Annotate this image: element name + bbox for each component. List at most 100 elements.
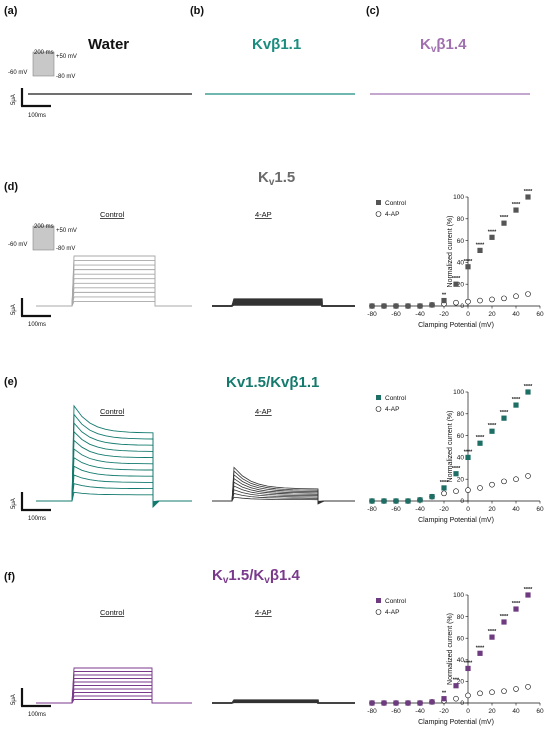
voltage-step-box bbox=[32, 225, 55, 251]
protocol-step: +50 mV bbox=[56, 228, 77, 234]
traces-kv15-4ap bbox=[212, 298, 355, 307]
data-point-control bbox=[369, 303, 375, 309]
data-point-control bbox=[489, 634, 495, 640]
significance-stars: **** bbox=[524, 587, 533, 593]
significance-stars: **** bbox=[488, 629, 497, 635]
y-tick-label: 20 bbox=[457, 679, 465, 686]
label-control-d: Control bbox=[100, 210, 125, 219]
title-kvb14: Kvβ1.4 bbox=[420, 36, 467, 55]
y-tick-label: 20 bbox=[457, 476, 465, 483]
data-point-control bbox=[429, 494, 435, 500]
data-point-4ap bbox=[489, 689, 495, 696]
panel-label-e: (e) bbox=[4, 376, 18, 388]
legend-label-control: Control bbox=[385, 395, 407, 402]
title-water: Water bbox=[88, 36, 129, 53]
data-point-control bbox=[393, 498, 399, 504]
significance-stars: **** bbox=[500, 215, 509, 221]
scale-bar-d: 5μA 100ms bbox=[11, 298, 51, 328]
current-trace bbox=[36, 282, 192, 307]
data-point-control bbox=[453, 281, 459, 287]
scale-time-d: 100ms bbox=[28, 322, 46, 328]
significance-stars: **** bbox=[512, 202, 521, 208]
scale-current-f: 5μA bbox=[11, 694, 17, 705]
data-point-control bbox=[369, 498, 375, 504]
title-kv15-kvb11: Kv1.5/Kvβ1.1 bbox=[226, 374, 319, 391]
legend-label-control: Control bbox=[385, 598, 407, 605]
significance-stars: **** bbox=[464, 449, 473, 455]
legend-marker-4ap bbox=[375, 406, 382, 412]
legend-label-4ap: 4-AP bbox=[385, 609, 399, 616]
x-tick-label: -60 bbox=[391, 506, 401, 513]
panel-label-a: (a) bbox=[4, 5, 18, 17]
data-point-4ap bbox=[501, 478, 507, 485]
significance-stars: **** bbox=[488, 229, 497, 235]
data-point-4ap bbox=[525, 473, 531, 479]
x-tick-label: -20 bbox=[439, 708, 449, 715]
significance-stars: ** bbox=[442, 691, 447, 697]
data-point-control bbox=[465, 454, 471, 460]
legend-label-4ap: 4-AP bbox=[385, 211, 399, 218]
significance-stars: *** bbox=[453, 678, 460, 684]
data-point-4ap bbox=[465, 487, 471, 493]
panel-label-f: (f) bbox=[4, 571, 15, 583]
x-tick-label: -60 bbox=[391, 708, 401, 715]
data-point-control bbox=[525, 592, 531, 598]
data-point-control bbox=[465, 264, 471, 270]
protocol-tail: -80 mV bbox=[56, 246, 75, 252]
data-point-4ap bbox=[525, 683, 531, 690]
label-4ap-e: 4-AP bbox=[255, 407, 272, 416]
significance-stars: **** bbox=[464, 660, 473, 666]
y-tick-label: 40 bbox=[457, 455, 465, 462]
data-point-control bbox=[489, 234, 495, 240]
x-tick-label: -40 bbox=[415, 708, 425, 715]
y-tick-label: 80 bbox=[457, 411, 465, 418]
title-kv15-kvb14: Kv1.5/Kvβ1.4 bbox=[212, 567, 300, 586]
panel-label-c: (c) bbox=[366, 5, 380, 17]
data-point-4ap bbox=[465, 298, 471, 305]
data-point-4ap bbox=[501, 688, 507, 694]
current-trace bbox=[212, 699, 355, 704]
y-tick-label: 100 bbox=[453, 389, 464, 396]
data-point-control bbox=[429, 699, 435, 705]
label-control-e: Control bbox=[100, 407, 125, 416]
significance-stars: **** bbox=[476, 435, 485, 441]
data-point-control bbox=[381, 303, 387, 309]
data-point-4ap bbox=[453, 695, 459, 702]
data-point-control bbox=[381, 700, 387, 706]
x-tick-label: -80 bbox=[367, 708, 377, 715]
scale-bar-a: 5μA 100ms bbox=[11, 88, 51, 119]
data-point-4ap bbox=[453, 299, 459, 306]
protocol-hold: -60 mV bbox=[8, 70, 27, 76]
traces-kv15-control bbox=[36, 255, 192, 307]
data-point-control bbox=[525, 389, 531, 395]
scale-current-a: 5μA bbox=[11, 94, 17, 105]
data-point-control bbox=[405, 700, 411, 706]
x-tick-label: 60 bbox=[536, 506, 544, 513]
protocol-step: +50 mV bbox=[56, 54, 77, 60]
y-tick-label: 40 bbox=[457, 657, 465, 664]
data-point-4ap bbox=[441, 490, 447, 497]
data-point-control bbox=[489, 428, 495, 434]
significance-stars: **** bbox=[512, 601, 521, 607]
legend-marker-4ap bbox=[375, 211, 382, 217]
y-axis-label: Normalized current (%) bbox=[447, 411, 454, 483]
data-point-control bbox=[441, 485, 447, 491]
y-tick-label: 60 bbox=[457, 238, 465, 245]
protocol-hold: -60 mV bbox=[8, 242, 27, 248]
label-control-f: Control bbox=[100, 608, 125, 617]
y-tick-label: 80 bbox=[457, 216, 465, 223]
data-point-control bbox=[477, 650, 483, 656]
current-trace bbox=[36, 483, 192, 503]
traces-kv15-kvb11-control bbox=[36, 404, 192, 509]
significance-stars: **** bbox=[524, 189, 533, 195]
y-tick-label: 100 bbox=[453, 592, 464, 599]
iv-plot-kv15-kvb14: -80 -60 -40 -20 0 20 40 60 0 20 40 60 80 100 Normalize… bbox=[367, 587, 544, 726]
traces-kv15-kvb11-4ap bbox=[212, 466, 355, 505]
current-trace bbox=[36, 474, 192, 504]
x-axis-label: Clamping Potential (mV) bbox=[418, 719, 494, 726]
legend-marker-control bbox=[376, 598, 381, 603]
data-point-control bbox=[381, 498, 387, 504]
current-trace bbox=[212, 298, 355, 307]
panel-label-d: (d) bbox=[4, 181, 18, 193]
